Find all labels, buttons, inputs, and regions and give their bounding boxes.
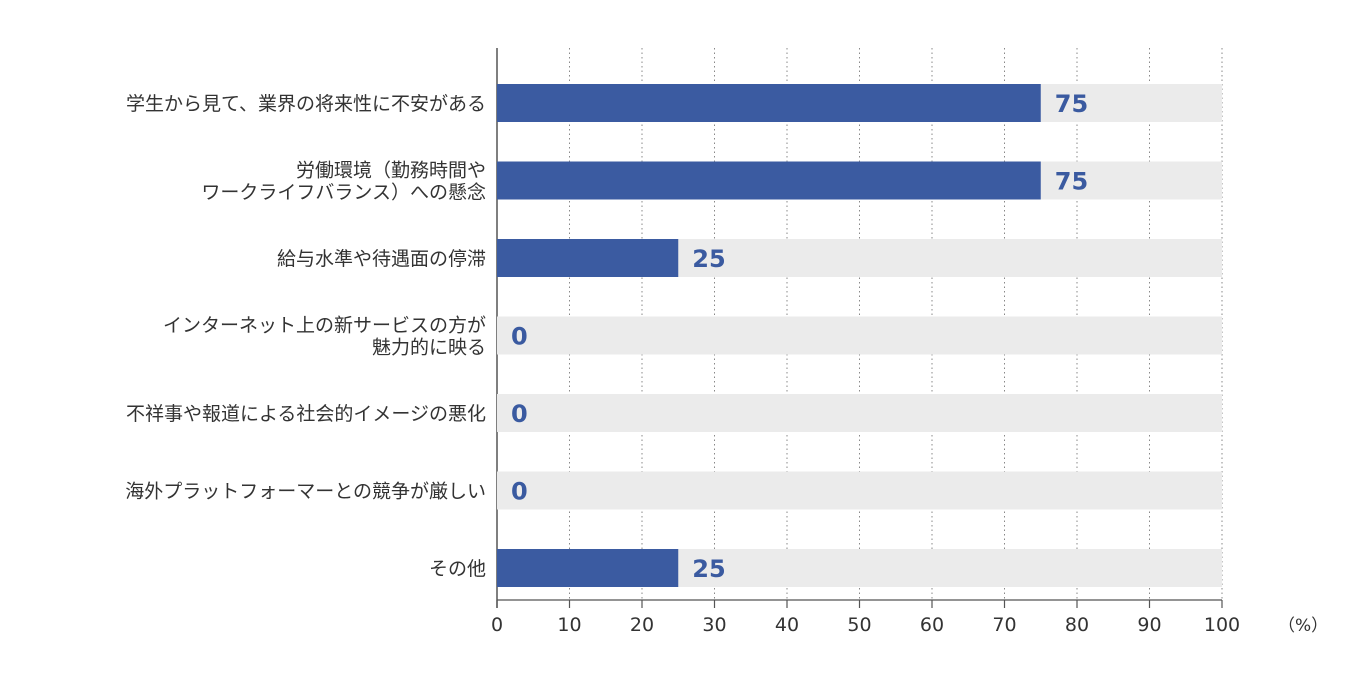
x-tick-label: 80 bbox=[1065, 614, 1089, 636]
category-label: 海外プラットフォーマーとの競争が厳しい bbox=[125, 481, 486, 503]
bar-track bbox=[497, 471, 1222, 510]
bar bbox=[497, 549, 679, 587]
bar bbox=[497, 161, 1041, 200]
bar-track bbox=[497, 316, 1222, 355]
category-label: 魅力的に映る bbox=[372, 337, 486, 359]
x-tick-label: 30 bbox=[702, 614, 726, 636]
bar-track bbox=[497, 394, 1222, 432]
x-tick-label: 0 bbox=[491, 614, 503, 636]
category-label: 不祥事や報道による社会的イメージの悪化 bbox=[126, 403, 486, 425]
x-tick-label: 40 bbox=[775, 614, 799, 636]
data-label: 0 bbox=[511, 400, 528, 428]
category-label: ワークライフバランス）への懸念 bbox=[201, 181, 486, 204]
data-label: 75 bbox=[1055, 168, 1088, 196]
x-tick-label: 100 bbox=[1204, 614, 1240, 636]
x-tick-label: 10 bbox=[557, 614, 581, 636]
unit-label: （%） bbox=[1278, 616, 1328, 636]
data-label: 0 bbox=[511, 478, 528, 506]
data-label: 0 bbox=[511, 323, 528, 351]
x-axis: 0 10 20 30 40 50 60 70 80 90 100 bbox=[491, 599, 1240, 636]
bar bbox=[497, 84, 1041, 122]
data-label: 75 bbox=[1055, 90, 1088, 118]
x-tick-label: 90 bbox=[1137, 614, 1161, 636]
category-label: インターネット上の新サービスの方が bbox=[163, 315, 486, 337]
category-label: その他 bbox=[429, 558, 486, 580]
bars: 75 75 25 0 0 0 25 bbox=[497, 84, 1222, 587]
category-labels: 学生から見て、業界の将来性に不安がある労働環境（勤務時間やワークライフバランス）… bbox=[125, 93, 486, 580]
category-label: 労働環境（勤務時間や bbox=[296, 160, 486, 182]
x-tick-label: 60 bbox=[920, 614, 944, 636]
x-tick-label: 70 bbox=[992, 614, 1016, 636]
x-tick-label: 50 bbox=[847, 614, 871, 636]
data-label: 25 bbox=[692, 245, 725, 273]
bar bbox=[497, 239, 679, 277]
x-tick-label: 20 bbox=[630, 614, 654, 636]
category-label: 給与水準や待遇面の停滞 bbox=[277, 248, 486, 270]
data-label: 25 bbox=[692, 555, 725, 583]
category-label: 学生から見て、業界の将来性に不安がある bbox=[126, 93, 486, 115]
